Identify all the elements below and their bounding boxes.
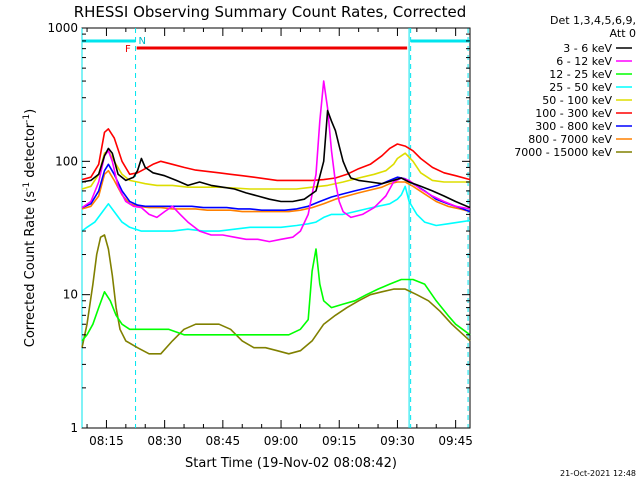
- legend-label-3: 25 - 50 keV: [549, 81, 612, 94]
- series-line-8: [81, 234, 471, 355]
- y-axis-label-main: Corrected Count Rate (s: [23, 191, 38, 348]
- x-tick-label: 09:45: [438, 434, 473, 448]
- legend-label-2: 12 - 25 keV: [549, 68, 612, 81]
- x-tick-label: 09:00: [264, 434, 299, 448]
- y-tick-label: 10: [63, 288, 78, 302]
- footer-date: 21-Oct-2021 12:48: [560, 469, 636, 478]
- legend-label-5: 100 - 300 keV: [535, 107, 612, 120]
- x-axis: 08:15 08:30 08:45 09:00 09:15 09:30 09:45: [86, 28, 473, 448]
- flare-flag-label: F: [125, 44, 131, 55]
- series-line-1: [81, 80, 471, 243]
- legend-label-1: 6 - 12 keV: [556, 55, 612, 68]
- y-tick-label: 100: [55, 154, 78, 168]
- legend-label-8: 7000 - 15000 keV: [514, 146, 612, 159]
- x-axis-label: Start Time (19-Nov-02 08:08:42): [185, 456, 397, 471]
- y-axis-label: Corrected Count Rate (s-1 detector-1): [22, 109, 38, 347]
- y-axis-label-mid: detector: [23, 122, 38, 182]
- y-axis-label-end: ): [23, 109, 38, 114]
- y-axis-label-sup2: -1: [22, 114, 32, 123]
- y-axis: 1 10 100 1000: [47, 21, 470, 435]
- x-tick-label: 08:45: [206, 434, 241, 448]
- legend-label-0: 3 - 6 keV: [563, 42, 612, 55]
- night-flag-label: N: [139, 36, 146, 47]
- series-line-2: [81, 248, 471, 342]
- series-layer: [81, 80, 471, 355]
- flag-markers: FN: [81, 28, 470, 428]
- series-line-4: [81, 150, 470, 190]
- series-line-3: [81, 185, 471, 232]
- x-tick-label: 09:30: [380, 434, 415, 448]
- x-tick-label: 08:30: [147, 434, 182, 448]
- chart-title: RHESSI Observing Summary Count Rates, Co…: [74, 3, 467, 21]
- legend-label-4: 50 - 100 keV: [542, 94, 612, 107]
- legend-label-6: 300 - 800 keV: [535, 120, 612, 133]
- legend-header-line-2: Att 0: [610, 27, 636, 40]
- series-line-0: [81, 109, 471, 209]
- y-tick-label: 1000: [47, 21, 78, 35]
- y-tick-label: 1: [70, 421, 78, 435]
- x-tick-label: 09:15: [322, 434, 357, 448]
- legend-label-7: 800 - 7000 keV: [528, 133, 612, 146]
- y-axis-label-sup1: -1: [22, 182, 32, 191]
- x-tick-label: 08:15: [89, 434, 124, 448]
- legend-header-line-1: Det 1,3,4,5,6,9,: [550, 14, 636, 27]
- series-line-5: [81, 128, 471, 182]
